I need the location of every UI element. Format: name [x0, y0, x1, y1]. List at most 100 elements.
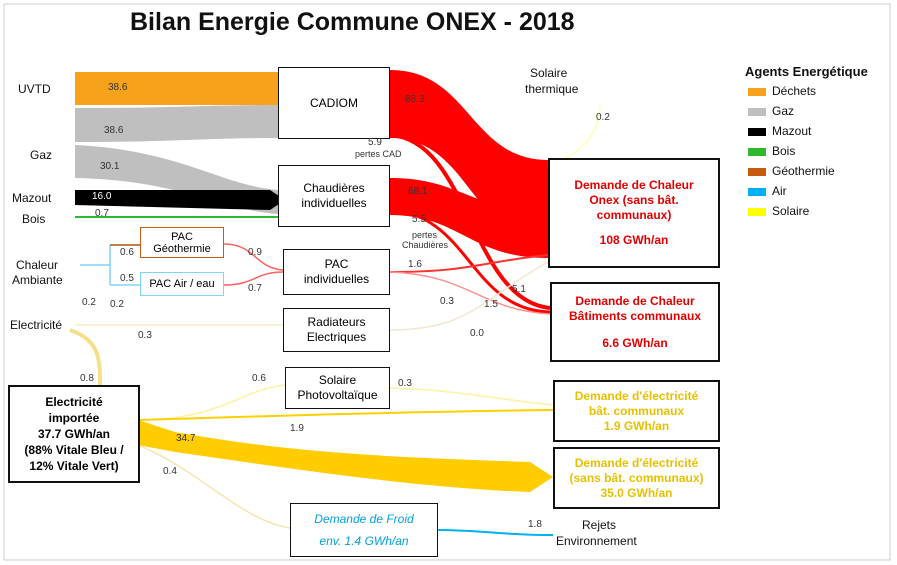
- flow-solaire-th: [547, 104, 601, 166]
- flow-label: 0.7: [248, 283, 262, 294]
- label: thermique: [525, 82, 579, 96]
- flow-rad: [389, 261, 549, 331]
- flow-pv-out: [389, 387, 554, 406]
- flow-label: 0.2: [82, 297, 96, 308]
- flow-label: 0.3: [440, 296, 454, 307]
- node: Chaudières individuelles: [278, 165, 390, 227]
- node-text: (sans bât. communaux): [569, 470, 704, 485]
- flow-label: 5.5: [412, 214, 426, 225]
- node-text: env. 1.4 GWh/an: [319, 534, 409, 548]
- legend-swatch: [748, 148, 766, 156]
- source-label: Gaz: [30, 148, 53, 162]
- flow-label: 0.6: [252, 373, 266, 384]
- source-label: Mazout: [12, 191, 52, 205]
- legend-swatch: [748, 208, 766, 216]
- node-text: 35.0 GWh/an: [600, 485, 673, 500]
- frame: [3, 3, 891, 561]
- flow-label: 30.1: [100, 161, 120, 172]
- title: Bilan Energie Commune ONEX - 2018: [130, 8, 575, 36]
- legend-swatch: [748, 108, 766, 116]
- node-text: Demande d'électricité: [574, 388, 699, 403]
- node: Solaire Photovoltaïque: [285, 367, 390, 409]
- flow-cad-bat: [389, 133, 551, 310]
- node-text: Géothermie: [153, 242, 211, 255]
- node-text: Photovoltaïque: [297, 388, 378, 402]
- node-text: importée: [48, 411, 100, 425]
- node-text: PAC Air / eau: [149, 277, 215, 290]
- flow-froid: [437, 529, 554, 536]
- node-text: 1.9 GWh/an: [603, 418, 670, 433]
- node-text: PAC: [171, 230, 193, 243]
- source-label: Ambiante: [12, 273, 63, 287]
- legend-title: Agents Energétique: [745, 64, 868, 79]
- flow-label: 0.0: [470, 328, 484, 339]
- source-label: Electricité: [10, 318, 63, 332]
- node-text: Chaudières: [303, 181, 365, 195]
- flow-label: 0.8: [80, 373, 94, 384]
- flow-label: 68.1: [408, 186, 428, 197]
- label: pertes: [412, 230, 438, 240]
- legend-swatch: [748, 188, 766, 196]
- node-text: Bâtiments communaux: [568, 308, 702, 323]
- flow-label: 38.6: [104, 125, 124, 136]
- label: Solaire: [530, 66, 568, 80]
- flow-label: 0.5: [120, 273, 134, 284]
- flow-label: 1.8: [528, 519, 542, 530]
- legend-swatch: [748, 128, 766, 136]
- flow-froid-in: [137, 444, 291, 529]
- node-text: individuelles: [303, 272, 370, 286]
- label: Chaudières: [402, 240, 449, 250]
- flow-uvtd: [75, 72, 278, 105]
- flow-label: 0.9: [248, 247, 262, 258]
- node: Electricité importée 37.7 GWh/an (88% Vital…: [8, 385, 140, 483]
- flow-label: 0.3: [138, 330, 152, 341]
- node-text: CADIOM: [310, 95, 358, 110]
- node: Demande de Chaleur Bâtiments communaux 6.6…: [550, 282, 720, 362]
- node-text: 108 GWh/an: [599, 233, 669, 247]
- node-text: 37.7 GWh/an: [37, 427, 111, 441]
- node: Demande d'électricité bât. communaux 1.9 G…: [553, 380, 720, 442]
- node: CADIOM: [278, 67, 390, 139]
- flow-label: 5.9: [368, 137, 382, 148]
- node: PAC Air / eau: [140, 272, 224, 296]
- node-text: PAC: [324, 257, 349, 271]
- flow-cad-onex: [390, 70, 548, 240]
- source-label: Chaleur: [16, 258, 59, 272]
- node-text: Radiateurs: [307, 315, 366, 329]
- legend-label: Déchets: [772, 84, 817, 98]
- flow-label: 1.6: [408, 259, 422, 270]
- node-text: Demande de Froid: [314, 512, 414, 526]
- legend-swatch: [748, 88, 766, 96]
- legend-label: Solaire: [772, 204, 810, 218]
- flow-mazout: [75, 190, 285, 210]
- label: Environnement: [556, 534, 637, 548]
- legend-swatch: [748, 168, 766, 176]
- flow-gaz-cad: [75, 105, 278, 142]
- flow-elec-bat: [137, 409, 554, 421]
- legend-label: Air: [772, 184, 787, 198]
- source-label: UVTD: [18, 82, 51, 96]
- flow-label: 0.6: [120, 247, 134, 258]
- flow-pac: [223, 243, 284, 286]
- label: Rejets: [582, 518, 617, 532]
- flow-pac-onex: [389, 254, 549, 273]
- node-text: Demande de Chaleur: [575, 293, 695, 308]
- flow-elec: [69, 328, 102, 386]
- source-label: Bois: [22, 212, 46, 226]
- flow-label: 86.3: [405, 94, 425, 105]
- flow-label: 1.5: [484, 299, 498, 310]
- flow-label: 0.3: [398, 378, 412, 389]
- node-text: Electriques: [306, 330, 367, 344]
- flow-label: 0.7: [95, 208, 109, 219]
- node-text: bât. communaux: [588, 403, 685, 418]
- flow-label: 0.4: [163, 466, 177, 477]
- flow-label: 0.2: [596, 112, 610, 123]
- flow-label: 16.0: [92, 191, 112, 202]
- flow-label: 38.6: [108, 82, 128, 93]
- node: Demande de Chaleur Onex (sans bât. communa…: [548, 158, 720, 268]
- node-text: Onex (sans bât.: [589, 193, 679, 207]
- node-text: Solaire: [318, 373, 357, 387]
- node-text: Demande de Chaleur: [574, 178, 694, 192]
